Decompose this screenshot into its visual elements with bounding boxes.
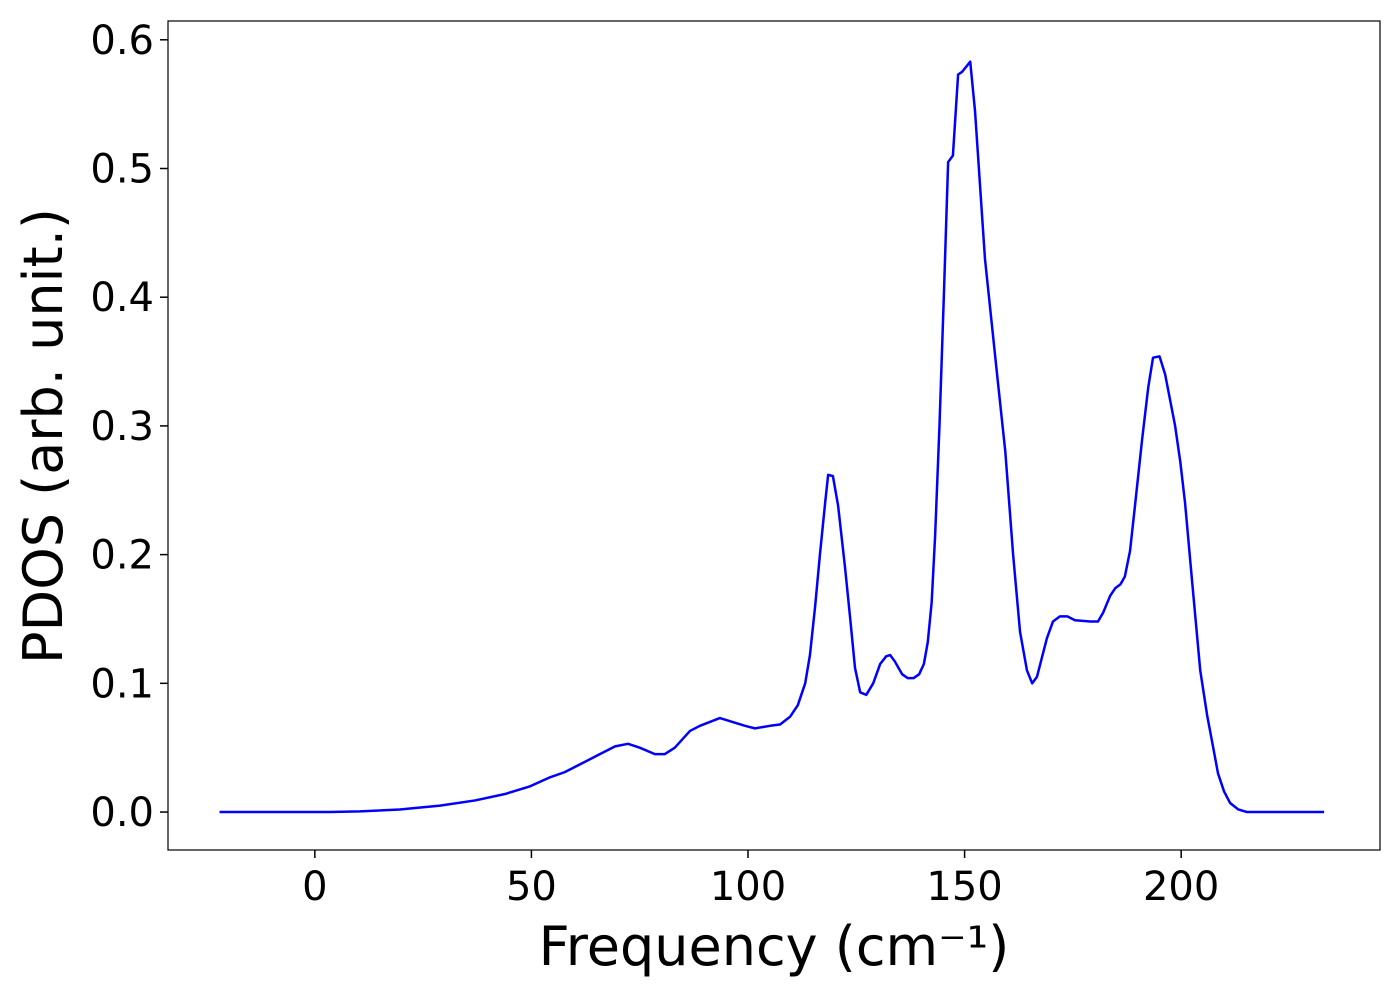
x-axis-label: Frequency (cm⁻¹) <box>539 915 1010 978</box>
y-tick-label: 0.6 <box>90 18 154 64</box>
x-tick-label: 0 <box>302 864 327 910</box>
y-tick-label: 0.0 <box>90 790 154 836</box>
line <box>219 60 1325 814</box>
y-tick-label: 0.3 <box>90 404 154 450</box>
y-tick-label: 0.4 <box>90 275 154 321</box>
y-tick-label: 0.5 <box>90 146 154 192</box>
x-tick-label: 150 <box>926 864 1002 910</box>
x-tick-label: 100 <box>710 864 786 910</box>
x-tick-label: 50 <box>506 864 557 910</box>
x-tick-label: 200 <box>1143 864 1219 910</box>
plot-frame <box>167 20 1381 851</box>
y-tick-label: 0.2 <box>90 533 154 579</box>
y-tick-label: 0.1 <box>90 661 154 707</box>
y-axis-label: PDOS (arb. unit.) <box>12 208 75 664</box>
